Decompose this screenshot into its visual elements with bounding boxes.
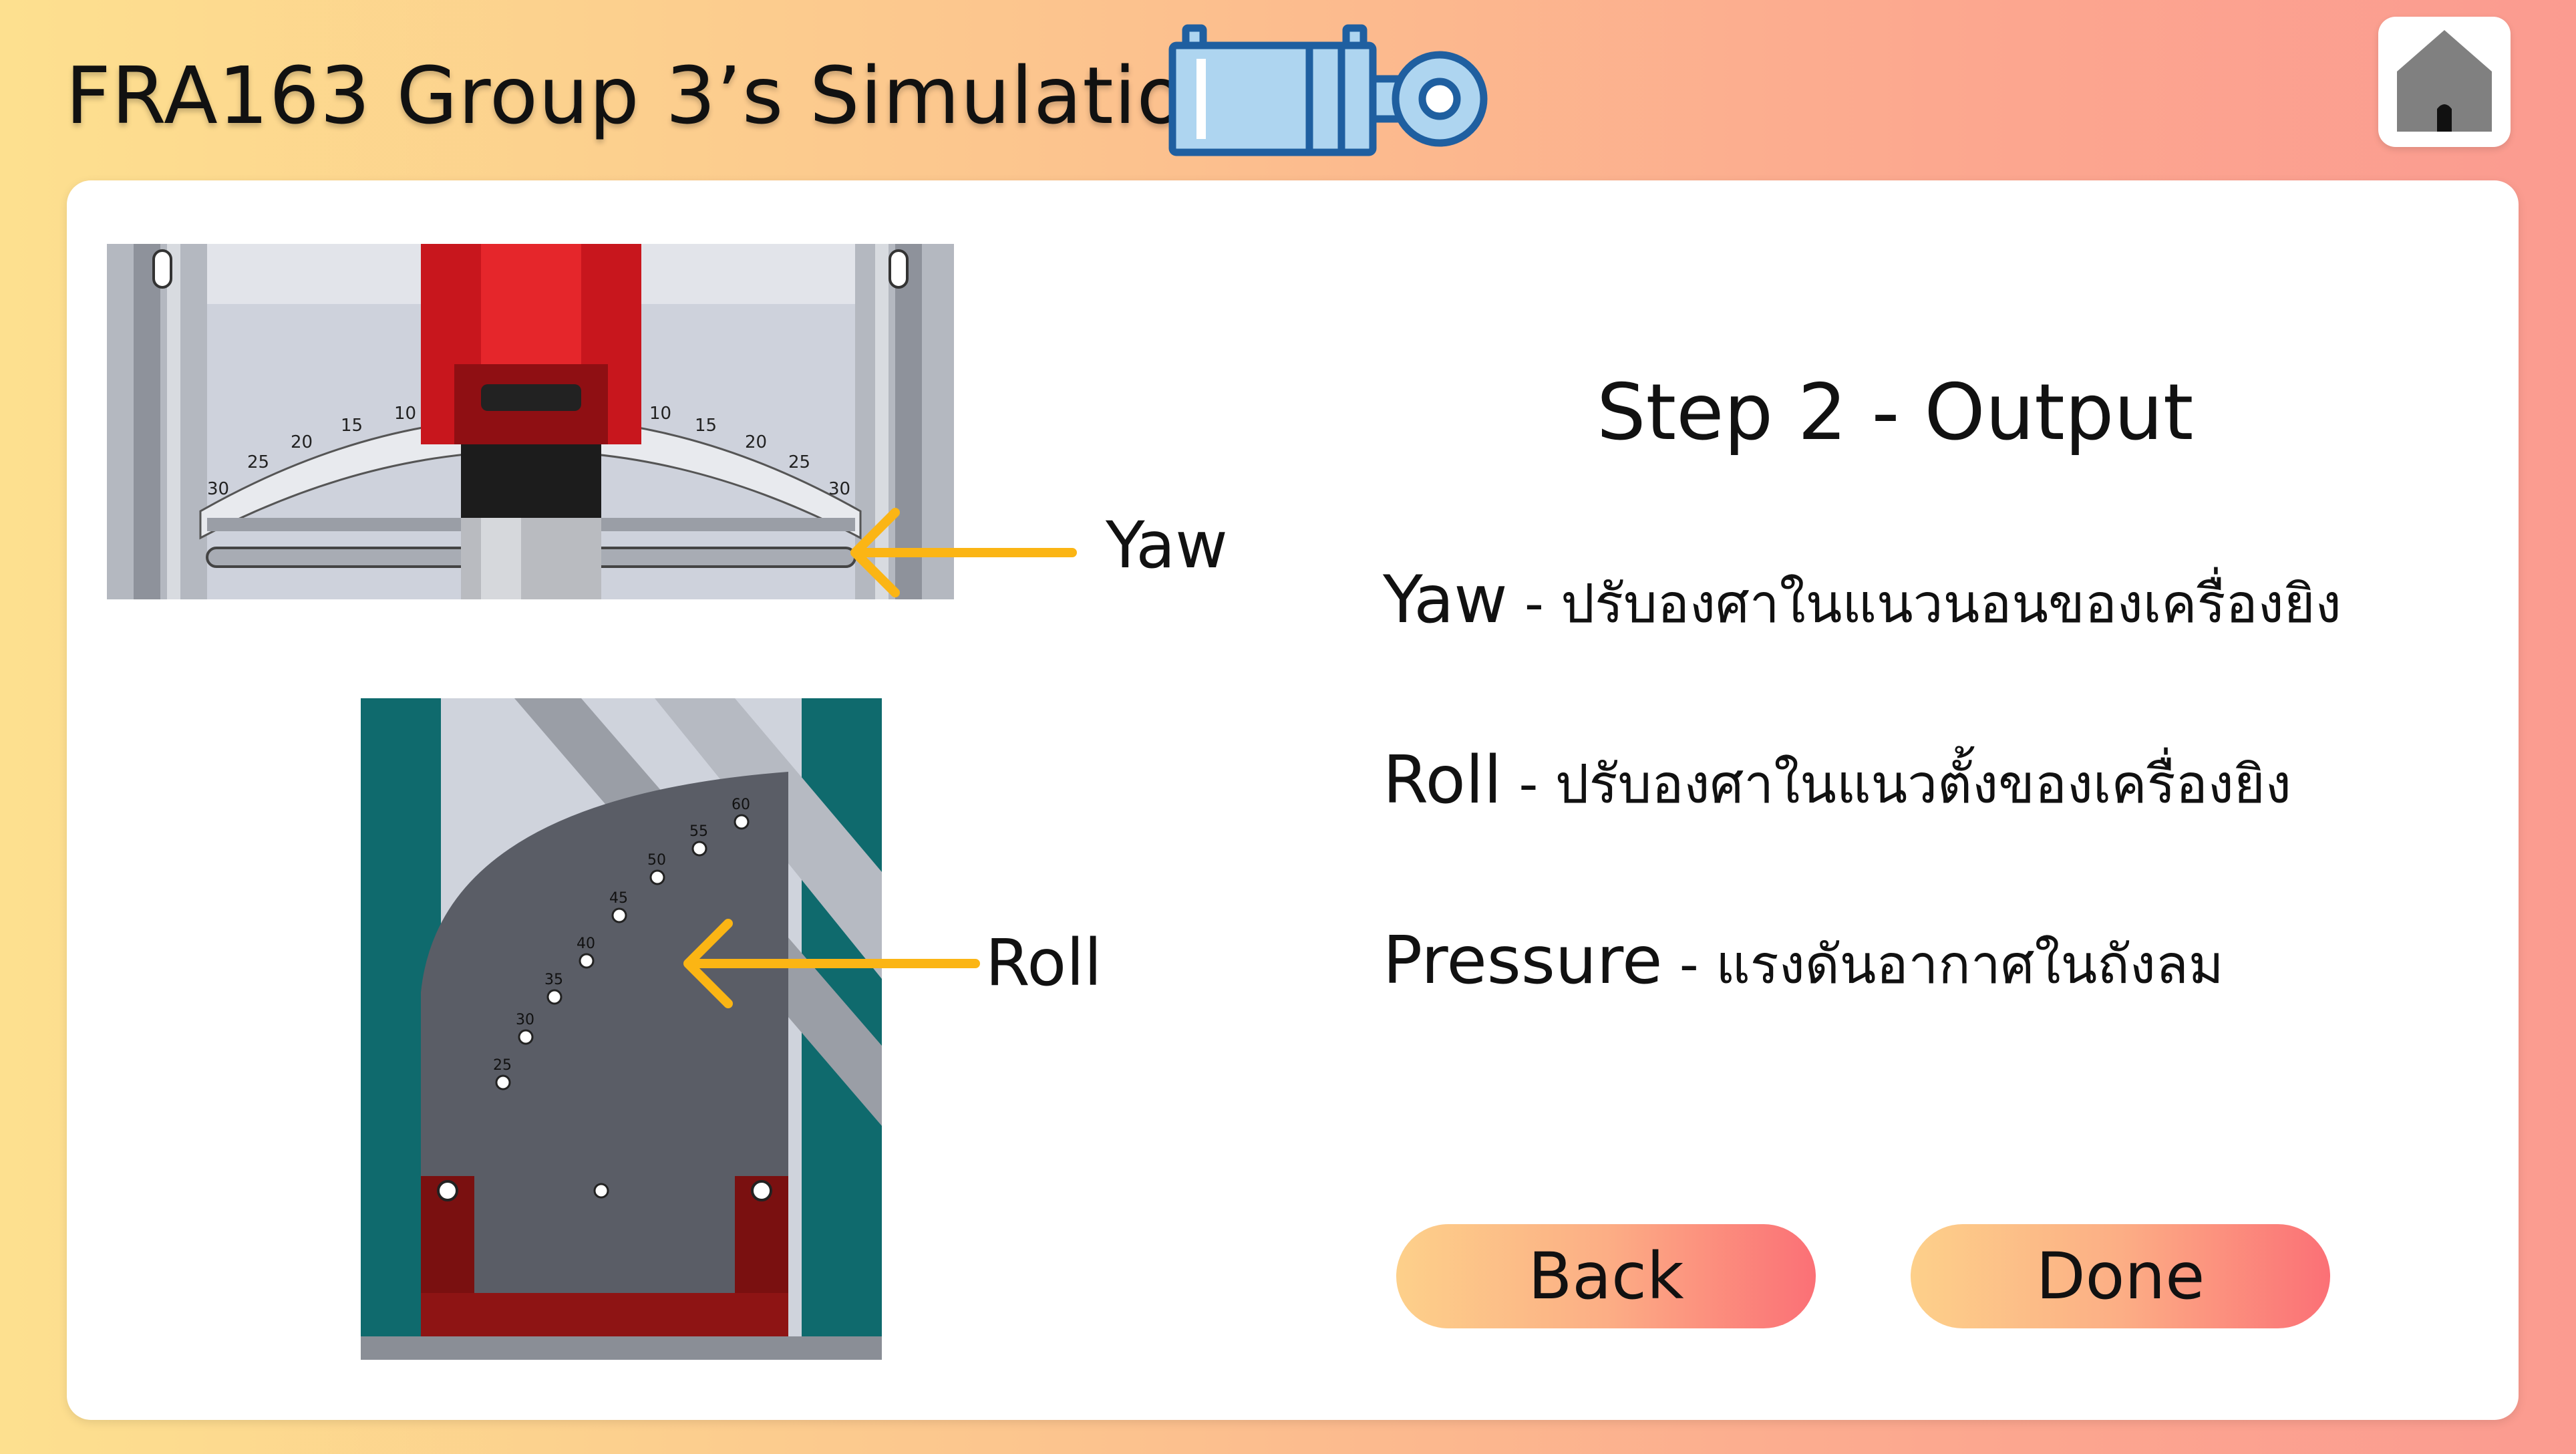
yaw-tick: 30 <box>828 479 850 499</box>
back-button[interactable]: Back <box>1396 1224 1816 1328</box>
yaw-label: Yaw <box>1106 508 1228 583</box>
separator: - <box>1502 753 1555 815</box>
pressure-desc-text: แรงดันอากาศในถังลม <box>1716 933 2224 996</box>
roll-tick: 60 <box>732 796 750 813</box>
roll-tick: 30 <box>516 1012 534 1028</box>
pneumatic-cylinder-icon <box>1168 24 1488 156</box>
yaw-tick: 15 <box>695 416 717 436</box>
home-button[interactable] <box>2378 17 2511 147</box>
pressure-description: Pressure - แรงดันอากาศในถังลม <box>1383 922 2224 1007</box>
home-icon <box>2397 30 2492 132</box>
roll-term: Roll <box>1383 742 1502 819</box>
yaw-tick: 20 <box>291 432 313 452</box>
yaw-tick: 15 <box>341 416 363 436</box>
roll-tick: 40 <box>577 935 595 952</box>
yaw-tick: 25 <box>247 452 269 472</box>
roll-description: Roll - ปรับองศาในแนวตั้งของเครื่องยิง <box>1383 742 2291 827</box>
roll-desc-text: ปรับองศาในแนวตั้งของเครื่องยิง <box>1555 753 2291 815</box>
yaw-description: Yaw - ปรับองศาในแนวนอนของเครื่องยิง <box>1383 561 2342 646</box>
step-title: Step 2 - Output <box>1597 368 2194 458</box>
app-title: FRA163 Group 3’s Simulation <box>65 49 1237 142</box>
yaw-tick: 10 <box>394 404 416 424</box>
yaw-tick: 25 <box>788 452 810 472</box>
yaw-tick: 10 <box>649 404 671 424</box>
roll-tick: 55 <box>689 823 708 840</box>
separator: - <box>1507 573 1561 635</box>
roll-tick: 50 <box>647 852 666 869</box>
done-button[interactable]: Done <box>1911 1224 2330 1328</box>
roll-tick: 25 <box>493 1057 512 1074</box>
yaw-term: Yaw <box>1383 562 1508 638</box>
roll-arrow-icon <box>683 919 980 1008</box>
roll-tick: 45 <box>609 890 628 907</box>
yaw-tick: 30 <box>207 479 229 499</box>
yaw-tick: 20 <box>745 432 767 452</box>
yaw-desc-text: ปรับองศาในแนวนอนของเครื่องยิง <box>1561 573 2342 635</box>
separator: - <box>1662 933 1716 996</box>
roll-mechanism-image: 25 30 35 40 45 50 55 60 <box>361 698 882 1360</box>
roll-label: Roll <box>985 925 1102 1000</box>
pressure-term: Pressure <box>1383 923 1663 999</box>
yaw-mechanism-image: 30 25 20 15 10 10 15 20 25 30 <box>107 244 954 599</box>
roll-tick: 35 <box>544 972 563 988</box>
yaw-arrow-icon <box>850 508 1077 597</box>
